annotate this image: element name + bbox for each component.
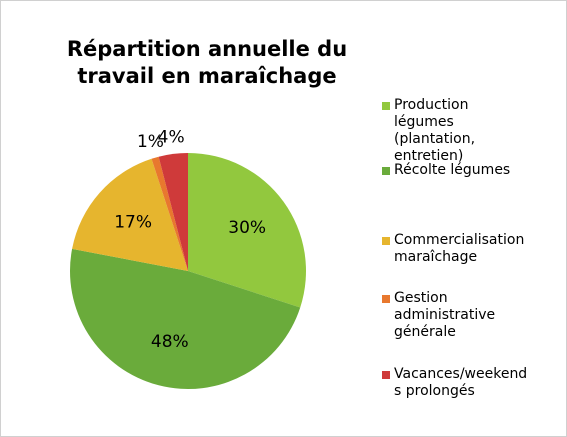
legend-swatch bbox=[382, 371, 390, 379]
pie-slice bbox=[69, 248, 301, 390]
legend-label: Gestion administrative générale bbox=[394, 290, 496, 340]
data-label: 48% bbox=[151, 332, 189, 352]
legend-item: Production légumes (plantation, entretie… bbox=[382, 97, 532, 165]
legend-swatch bbox=[382, 295, 390, 303]
legend-label: Récolte légumes bbox=[394, 162, 511, 178]
legend-item: Vacances/weekends prolongés bbox=[382, 366, 532, 400]
legend-item: Commercialisation maraîchage bbox=[382, 232, 532, 266]
pie-slice bbox=[72, 158, 188, 271]
data-label: 4% bbox=[158, 128, 185, 148]
legend-label: Commercialisation maraîchage bbox=[394, 232, 525, 265]
legend-swatch bbox=[382, 102, 390, 110]
pie-slice bbox=[188, 153, 306, 308]
data-label: 1% bbox=[137, 132, 164, 152]
legend-swatch bbox=[382, 167, 390, 175]
data-label: 30% bbox=[228, 218, 266, 238]
legend-item: Gestion administrative générale bbox=[382, 290, 532, 341]
legend-item: Récolte légumes bbox=[382, 162, 532, 179]
legend-label: Vacances/weekends prolongés bbox=[394, 366, 528, 399]
chart-title: Répartition annuelle du travail en maraî… bbox=[66, 37, 348, 88]
pie-slice bbox=[158, 153, 188, 271]
data-label: 17% bbox=[114, 213, 152, 233]
pie-slice bbox=[151, 156, 188, 271]
legend-label: Production légumes (plantation, entretie… bbox=[394, 97, 476, 164]
legend-swatch bbox=[382, 237, 390, 245]
